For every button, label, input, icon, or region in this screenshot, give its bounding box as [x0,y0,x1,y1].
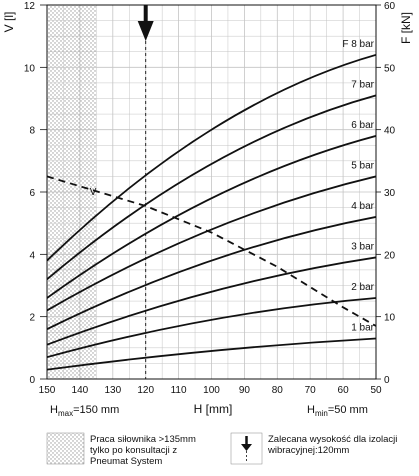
series-line [47,297,376,359]
series-label: F 8 bar [342,39,374,50]
series-label: 4 bar [351,201,374,212]
legend-hatch-text: Praca siłownika >135mm tylko po konsulta… [90,434,199,467]
x-tick-label: 80 [272,385,284,396]
y-left-tick-label: 12 [24,1,36,12]
hmin-label: Hmin=50 mm [307,404,368,418]
x-tick-label: 60 [338,385,350,396]
x-tick-label: 100 [203,385,220,396]
y-right-tick-label: 40 [384,126,396,137]
y-right-tick-labels: 0 10 20 30 40 50 60 [376,1,396,386]
series-line [47,216,376,330]
series-label: 7 bar [351,79,374,90]
volume-series-line [46,175,377,327]
series-line [47,337,376,371]
y-right-tick-label: 30 [384,188,396,199]
y-right-tick-label: 50 [384,63,396,74]
y-left-tick-labels: 0 2 4 6 8 10 12 [24,1,47,386]
y-left-tick-label: 6 [29,188,35,199]
x-tick-label: 50 [370,385,382,396]
volume-series-group: V [46,175,377,327]
x-tick-label: 130 [104,385,121,396]
legend-arrow-line: Zalecana wysokość dla izolacji [268,434,397,445]
x-tick-label: 120 [137,385,154,396]
y-left-tick-label: 0 [29,375,35,386]
series-line [47,256,376,346]
recommended-height-marker [137,5,154,379]
y-right-tick-label: 60 [384,1,396,12]
volume-series-label: V [90,187,97,198]
legend-hatch-line: tylko po konsultacji z [90,445,177,456]
series-label: 6 bar [351,120,374,131]
legend-hatch-line: Pneumat System [90,456,162,467]
series-label: 1 bar [351,322,374,333]
y-left-tick-label: 8 [29,126,35,137]
series-label: 2 bar [351,282,374,293]
y-right-tick-label: 20 [384,250,396,261]
y-left-axis-title: V [l] [2,12,16,33]
marker-arrow-head [137,21,154,41]
hmax-label: Hmax=150 mm [50,404,119,418]
x-tick-label: 150 [39,385,56,396]
series-line [47,94,376,280]
x-axis-title: H [mm] [194,402,233,416]
legend-hatch-swatch [46,432,85,465]
legend-hatch-line: Praca siłownika >135mm [90,434,196,445]
y-right-tick-label: 0 [384,375,390,386]
legend-arrow-text: Zalecana wysokość dla izolacji wibracyjn… [267,434,400,456]
x-tick-label: 140 [72,385,89,396]
series-label: 3 bar [351,241,374,252]
series-labels-group: 1 bar 2 bar 3 bar 4 bar 5 bar 6 bar 7 bar F 8 b… [342,39,374,334]
legend-arrow-icon [241,436,252,463]
legend: Praca siłownika >135mm tylko po konsulta… [46,432,400,467]
y-left-tick-label: 4 [29,250,35,261]
y-right-axis-title: F [kN] [399,12,413,44]
legend-arrow-line: wibracyjnej:120mm [267,445,349,456]
series-line [47,54,376,262]
series-line [47,135,376,299]
x-tick-labels: 150 140 130 120 110 100 90 80 70 60 50 [39,385,382,396]
x-tick-label: 110 [171,385,187,396]
x-tick-label: 70 [305,385,317,396]
y-left-tick-label: 10 [24,63,36,74]
y-left-tick-label: 2 [29,313,35,324]
y-right-tick-label: 10 [384,313,396,324]
series-line [47,175,376,312]
force-series-group [47,54,376,371]
x-tick-label: 90 [239,385,251,396]
series-label: 5 bar [351,160,374,171]
